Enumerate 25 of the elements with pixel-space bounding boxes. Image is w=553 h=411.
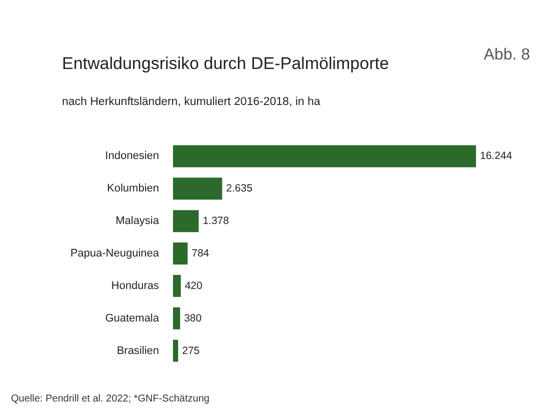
- bar: [173, 340, 178, 362]
- y-tick-label: Brasilien: [116, 344, 159, 357]
- data-label: 784: [192, 248, 210, 260]
- data-label: 275: [182, 344, 200, 357]
- bar: [173, 274, 181, 297]
- data-label: 380: [184, 312, 202, 324]
- bar: [173, 178, 222, 200]
- bar: [173, 242, 188, 264]
- source-note: Quelle: Pendrill et al. 2022; *GNF-Schätzung: [11, 394, 210, 404]
- y-tick-label: Indonesien: [105, 150, 159, 162]
- data-label: 2.635: [226, 182, 253, 195]
- data-label: 1.378: [202, 215, 230, 228]
- bar: [173, 145, 476, 168]
- caption: Abb. 8: [484, 46, 530, 64]
- chart-title: Entwaldungsrisiko durch DE-Palmölimporte: [62, 54, 389, 73]
- chart-subtitle: nach Herkunftsländern, kumuliert 2016-2018, in ha: [62, 96, 321, 108]
- bar: [173, 210, 199, 232]
- y-tick-label: Kolumbien: [107, 182, 159, 195]
- y-tick-label: Papua-Neuguinea: [70, 248, 160, 260]
- bar: [173, 307, 180, 330]
- y-tick-label: Malaysia: [116, 215, 160, 228]
- y-tick-label: Guatemala: [105, 312, 160, 324]
- data-label: 16.244: [480, 150, 512, 162]
- y-tick-label: Honduras: [111, 280, 160, 292]
- data-label: 420: [184, 280, 203, 292]
